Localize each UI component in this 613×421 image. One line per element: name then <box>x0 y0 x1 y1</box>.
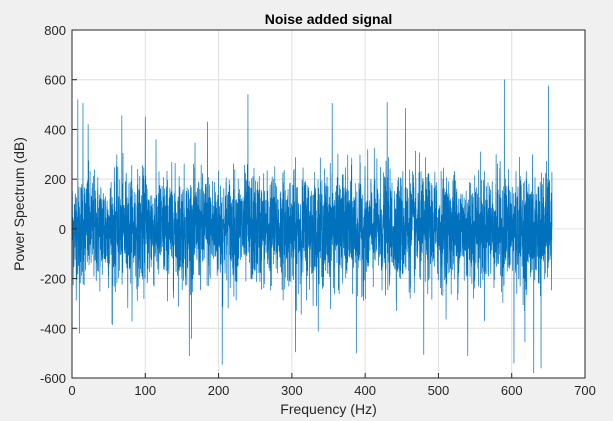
axes-box <box>71 29 586 379</box>
y-tick-label: -400 <box>40 321 66 336</box>
x-tick-label: 200 <box>208 383 230 398</box>
x-tick-label: 0 <box>68 383 75 398</box>
signal-line <box>72 79 553 374</box>
y-tick-label: 800 <box>44 23 66 38</box>
y-tick-label: 200 <box>44 172 66 187</box>
x-tick-label: 700 <box>574 383 596 398</box>
x-tick-label: 100 <box>134 383 156 398</box>
x-tick-labels: 0 100 200 300 400 500 600 700 <box>68 383 595 398</box>
tick-marks <box>71 29 586 379</box>
y-axis-label: Power Spectrum (dB) <box>11 137 27 271</box>
y-tick-label: -600 <box>40 371 66 386</box>
x-tick-label: 300 <box>281 383 303 398</box>
x-tick-label: 400 <box>354 383 376 398</box>
x-tick-label: 500 <box>428 383 450 398</box>
series-signal <box>72 79 553 374</box>
chart-title: Noise added signal <box>265 11 393 27</box>
y-tick-label: 600 <box>44 73 66 88</box>
y-tick-labels: -600 -400 -200 0 200 400 600 800 <box>40 23 66 386</box>
y-tick-label: 0 <box>59 222 66 237</box>
x-axis-label: Frequency (Hz) <box>280 401 376 417</box>
x-tick-label: 600 <box>501 383 523 398</box>
y-tick-label: 400 <box>44 122 66 137</box>
y-tick-label: -200 <box>40 272 66 287</box>
